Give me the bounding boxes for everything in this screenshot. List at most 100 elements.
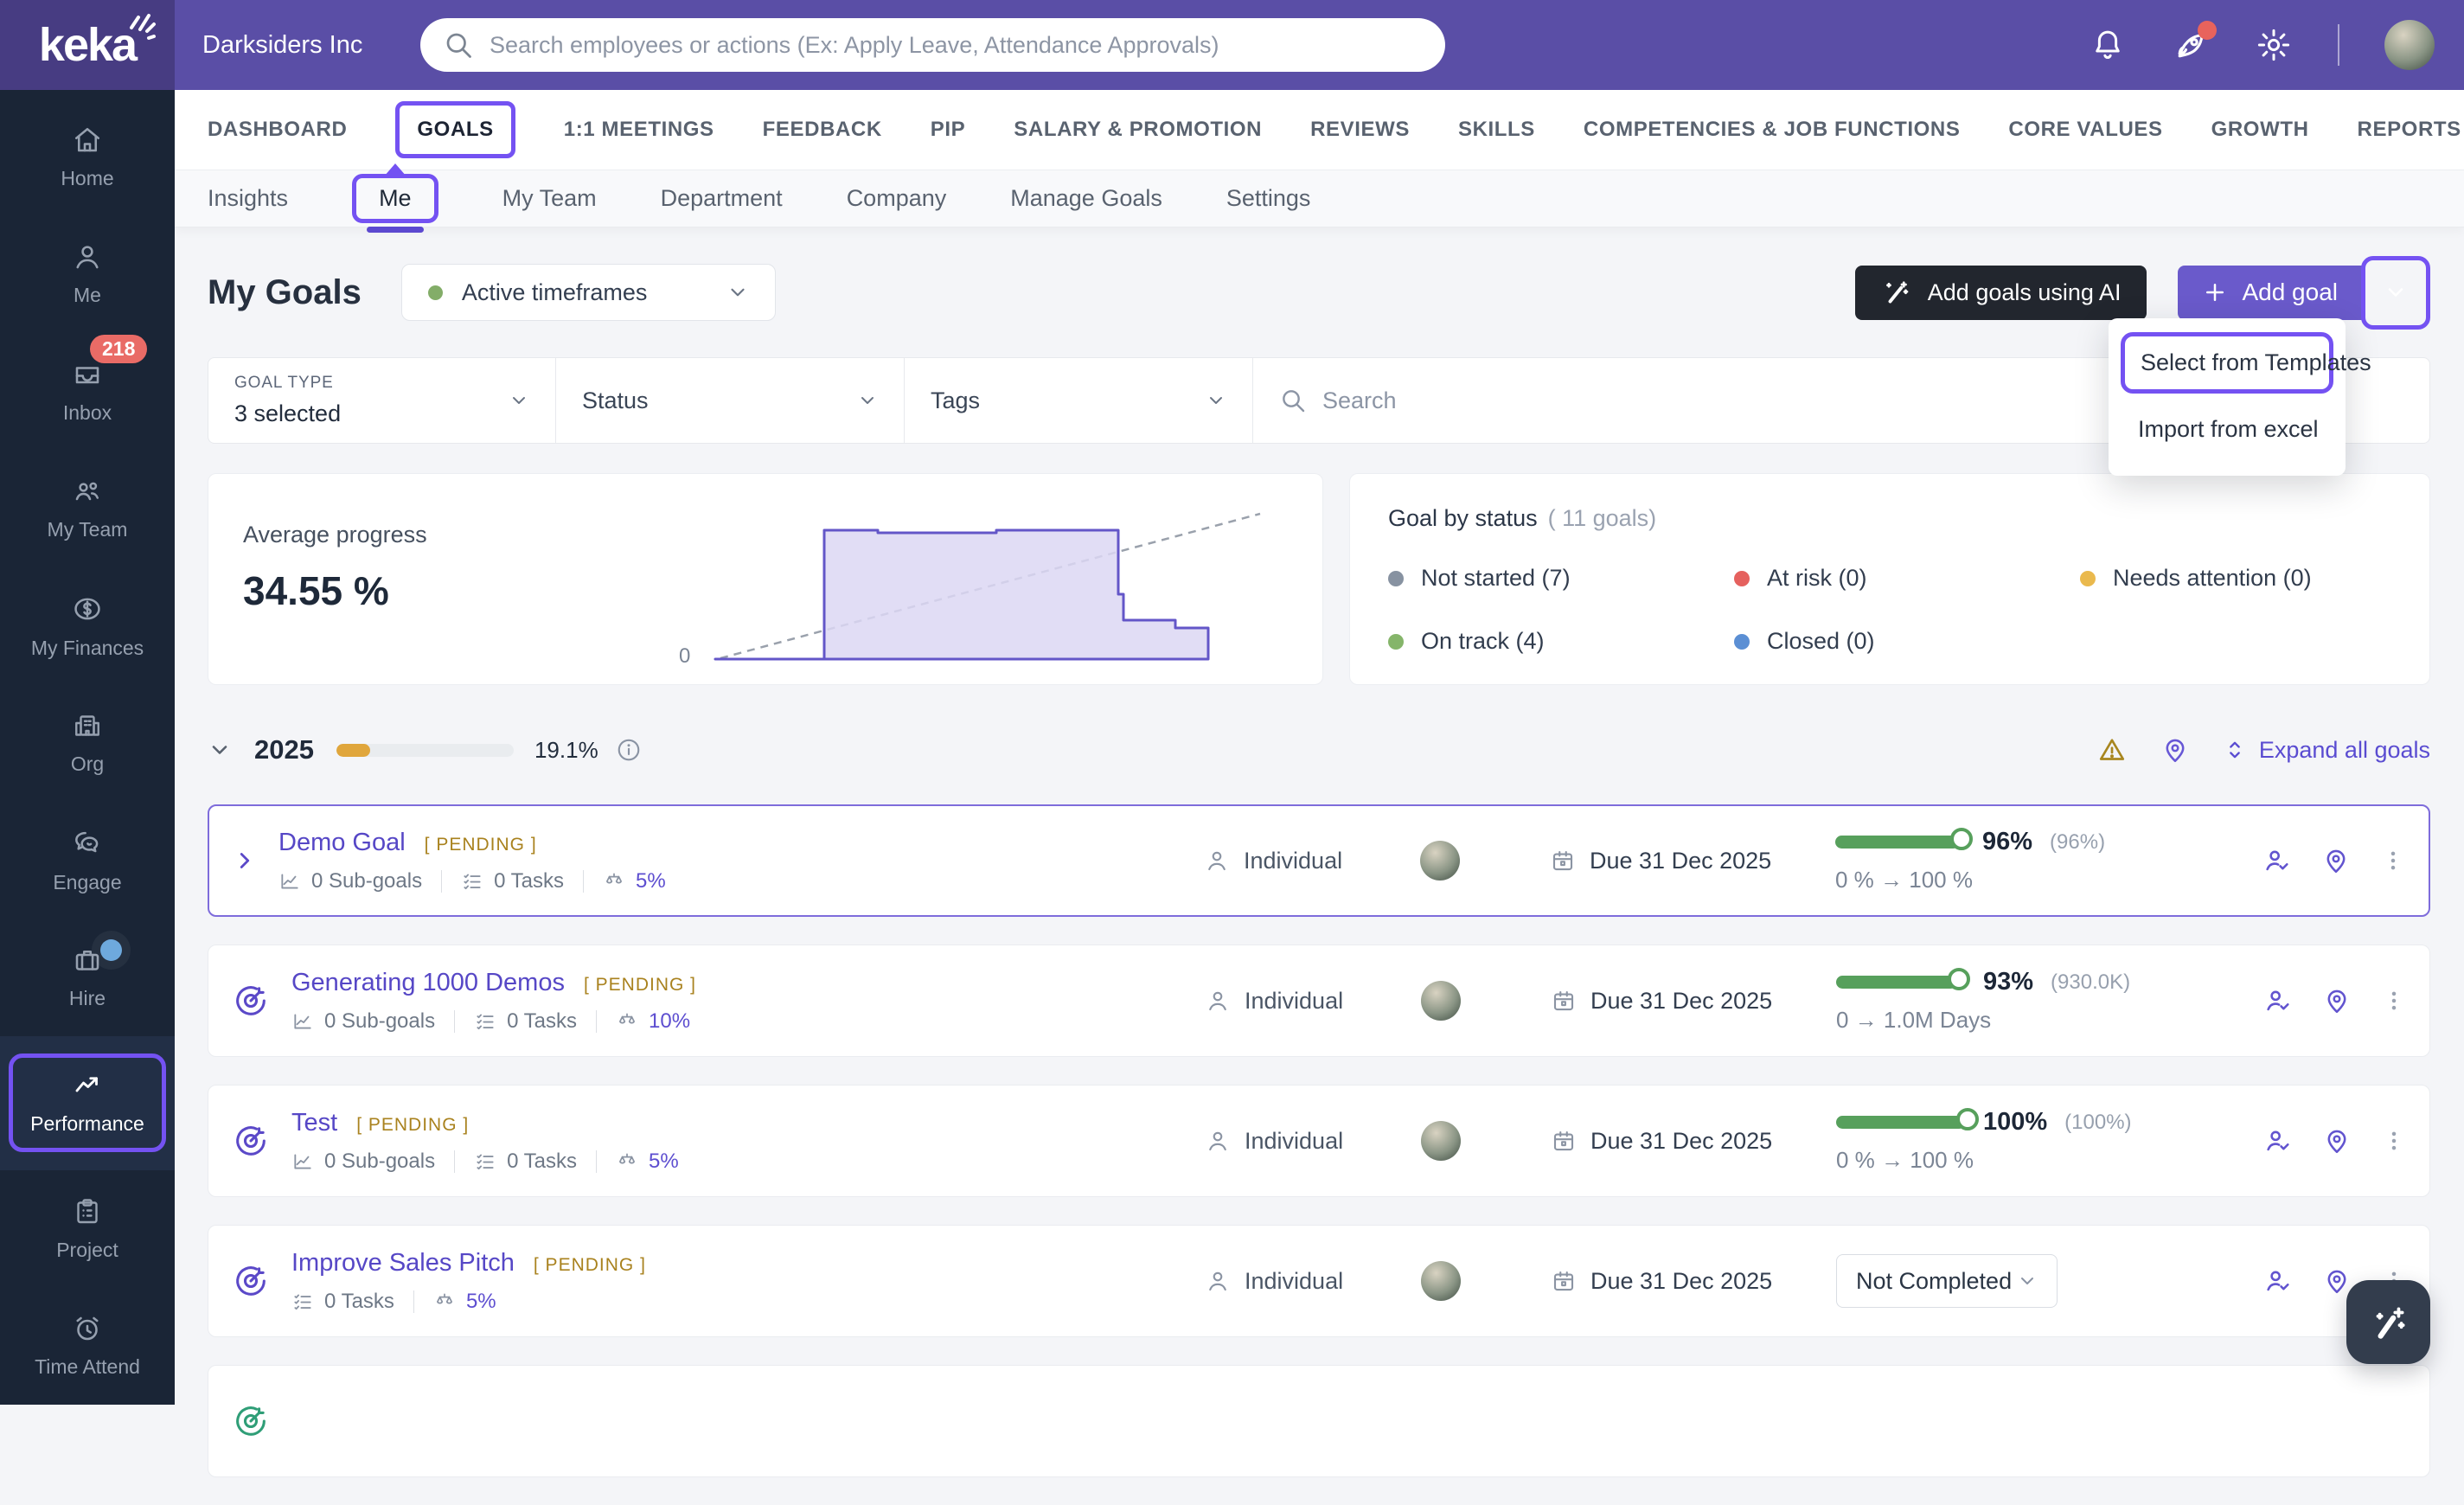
goal-target-icon — [231, 981, 271, 1021]
average-progress-value: 34.55 % — [243, 567, 389, 614]
tab-reviews[interactable]: REVIEWS — [1310, 118, 1410, 142]
menu-item-select-from-templates[interactable]: Select from Templates — [2141, 349, 2314, 376]
subtab-settings[interactable]: Settings — [1226, 185, 1311, 212]
sidebar-item-inbox[interactable]: Inbox 218 — [0, 333, 175, 450]
progress-knob[interactable] — [1956, 1108, 1979, 1130]
info-icon[interactable] — [616, 737, 642, 763]
subtab-my-team[interactable]: My Team — [502, 185, 597, 212]
add-goal-dropdown-toggle[interactable] — [2371, 266, 2421, 320]
sidebar-item-hire[interactable]: Hire — [0, 919, 175, 1035]
tab-competencies[interactable]: COMPETENCIES & JOB FUNCTIONS — [1584, 118, 1961, 142]
subtab-company[interactable]: Company — [847, 185, 947, 212]
average-progress-card: Average progress 34.55 % 0 — [208, 473, 1323, 685]
owner-avatar[interactable] — [1420, 841, 1460, 881]
tab-salary-promotion[interactable]: SALARY & PROMOTION — [1014, 118, 1262, 142]
pin-icon[interactable] — [2160, 735, 2190, 765]
subtab-department[interactable]: Department — [661, 185, 783, 212]
timeframe-dropdown[interactable]: Active timeframes — [401, 264, 777, 321]
progress-knob[interactable] — [1950, 828, 1973, 850]
pin-goal-button[interactable] — [2322, 1126, 2352, 1156]
weight-scale-icon — [616, 1010, 638, 1033]
check-in-button[interactable] — [2263, 986, 2293, 1015]
goal-row-generating-1000-demos[interactable]: Generating 1000 Demos [ PENDING ] 0 Sub-… — [208, 945, 2430, 1057]
annotation-box-goals-tab: GOALS — [395, 101, 515, 158]
tab-1-1-meetings[interactable]: 1:1 MEETINGS — [564, 118, 714, 142]
expand-icon — [2223, 738, 2247, 762]
settings-gear-icon[interactable] — [2255, 26, 2293, 64]
tab-pip[interactable]: PIP — [931, 118, 965, 142]
owner-avatar[interactable] — [1421, 1261, 1461, 1301]
tab-core-values[interactable]: CORE VALUES — [2008, 118, 2162, 142]
goal-row-demo-goal[interactable]: Demo Goal [ PENDING ] 0 Sub-goals 0 Task… — [208, 804, 2430, 917]
goal-title[interactable]: Demo Goal — [278, 829, 406, 857]
goal-more-menu[interactable] — [2381, 988, 2407, 1014]
whats-new-rocket-icon[interactable] — [2172, 26, 2210, 64]
subtab-insights[interactable]: Insights — [208, 185, 288, 212]
goal-more-menu[interactable] — [2381, 1128, 2407, 1154]
tab-skills[interactable]: SKILLS — [1458, 118, 1535, 142]
chevron-down-icon[interactable] — [208, 738, 232, 762]
sidebar-item-my-finances[interactable]: My Finances — [0, 567, 175, 684]
owner-avatar[interactable] — [1421, 981, 1461, 1021]
sidebar-item-project[interactable]: Project — [0, 1170, 175, 1287]
tab-growth[interactable]: GROWTH — [2211, 118, 2309, 142]
ai-assistant-fab[interactable] — [2346, 1280, 2430, 1364]
check-in-button[interactable] — [2263, 1126, 2293, 1156]
chevron-down-icon — [2384, 280, 2408, 304]
tasks-icon — [291, 1290, 314, 1313]
global-search-input[interactable]: Search employees or actions (Ex: Apply L… — [420, 18, 1445, 72]
status-card-title: Goal by status — [1388, 505, 1538, 532]
goal-type-filter[interactable]: GOAL TYPE 3 selected — [208, 358, 556, 443]
goal-by-status-card: Goal by status ( 11 goals) Not started (… — [1349, 473, 2430, 685]
year-section-header: 2025 19.1% Expand all goals — [208, 720, 2430, 780]
pin-icon — [2322, 986, 2352, 1015]
goal-row-partial[interactable] — [208, 1365, 2430, 1477]
clipboard-icon — [72, 1196, 103, 1227]
add-goals-using-ai-button[interactable]: Add goals using AI — [1855, 266, 2147, 320]
goal-title[interactable]: Generating 1000 Demos — [291, 969, 565, 997]
sidebar-item-performance[interactable]: Performance — [0, 1036, 175, 1170]
owner-avatar[interactable] — [1421, 1121, 1461, 1161]
pin-goal-button[interactable] — [2322, 1266, 2352, 1296]
goal-title[interactable]: Test — [291, 1109, 337, 1137]
keka-logo[interactable]: keka — [0, 0, 175, 90]
goal-progress: 96% (96%) 0 % → 100 % — [1835, 828, 2242, 893]
sidebar-item-org[interactable]: Org — [0, 684, 175, 801]
sidebar-item-engage[interactable]: Engage — [0, 802, 175, 919]
subtab-me[interactable]: Me — [379, 185, 412, 211]
goal-more-menu[interactable] — [2380, 848, 2406, 874]
status-filter[interactable]: Status — [556, 358, 905, 443]
tab-feedback[interactable]: FEEDBACK — [763, 118, 882, 142]
tab-goals[interactable]: GOALS — [417, 118, 493, 141]
tab-reports[interactable]: REPORTS — [2358, 118, 2461, 142]
tab-dashboard[interactable]: DASHBOARD — [208, 118, 347, 142]
progress-knob[interactable] — [1948, 968, 1970, 990]
person-icon — [72, 241, 103, 272]
sidebar-item-my-team[interactable]: My Team — [0, 450, 175, 567]
sidebar-item-time-attend[interactable]: Time Attend — [0, 1287, 175, 1404]
annotation-box-performance: Performance — [9, 1054, 166, 1152]
sidebar-item-me[interactable]: Me — [0, 215, 175, 332]
menu-item-import-from-excel[interactable]: Import from excel — [2121, 402, 2333, 457]
subtab-manage-goals[interactable]: Manage Goals — [1010, 185, 1162, 212]
goal-row-improve-sales-pitch[interactable]: Improve Sales Pitch [ PENDING ] 0 Tasks … — [208, 1225, 2430, 1337]
goal-target-icon — [231, 1121, 271, 1161]
warning-icon[interactable] — [2096, 734, 2128, 765]
tags-filter[interactable]: Tags — [905, 358, 1253, 443]
expand-all-goals-link[interactable]: Expand all goals — [2223, 737, 2430, 764]
goal-title[interactable]: Improve Sales Pitch — [291, 1249, 515, 1278]
check-in-button[interactable] — [2263, 1266, 2293, 1296]
sidebar-item-home[interactable]: Home — [0, 99, 175, 215]
pin-icon — [2322, 1266, 2352, 1296]
pin-goal-button[interactable] — [2321, 846, 2351, 875]
expand-goal-chevron-icon[interactable] — [232, 848, 258, 874]
notifications-bell-icon[interactable] — [2089, 26, 2127, 64]
goal-row-test[interactable]: Test [ PENDING ] 0 Sub-goals 0 Tasks 5% … — [208, 1085, 2430, 1197]
add-goal-button[interactable]: Add goal — [2178, 266, 2362, 320]
user-avatar[interactable] — [2384, 20, 2435, 70]
check-in-button[interactable] — [2262, 846, 2292, 875]
goal-progress: 93% (930.0K) 0 → 1.0M Days — [1836, 968, 2243, 1034]
pin-goal-button[interactable] — [2322, 986, 2352, 1015]
person-check-icon — [2263, 986, 2293, 1015]
completion-status-select[interactable]: Not Completed — [1836, 1254, 2058, 1308]
